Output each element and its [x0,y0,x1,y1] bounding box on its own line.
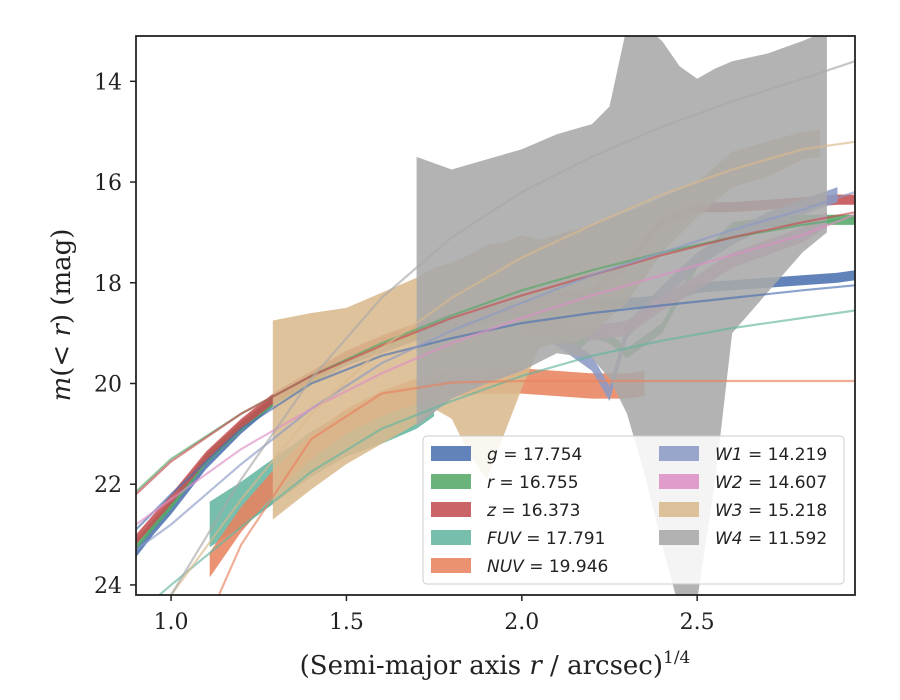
model-curve-fuv [157,309,855,595]
legend-label-w4: W4 = 11.592 [715,529,827,549]
legend-label-g: g = 17.754 [487,445,582,465]
y-tick-label: 22 [94,473,122,498]
model-curve-w3 [168,140,855,595]
x-tick-label: 2.5 [680,610,715,635]
legend-swatch-w4 [659,530,699,545]
model-curves [136,60,855,595]
model-curve-w2 [136,213,855,526]
legend-label-w1: W1 = 14.219 [715,445,827,465]
legend-frame [422,435,845,585]
legend-swatch-w2 [659,474,699,489]
y-tick-label: 20 [94,372,122,397]
y-tick-label: 24 [94,574,122,599]
legend-label-fuv: FUV = 17.791 [487,529,605,549]
x-tick-label: 1.0 [154,610,189,635]
band-w4 [416,36,827,595]
x-axis-ticks: 1.0 1.5 2.0 2.5 [154,595,715,635]
legend: g = 17.754 r = 16.755 z = 16.373 FUV = 17.7… [422,435,845,585]
legend-label-z: z = 16.373 [486,501,580,521]
uncertainty-bands [136,36,855,595]
band-nuv [209,368,645,578]
legend-swatch-fuv [431,530,471,545]
y-tick-label: 16 [94,171,122,196]
y-tick-label: 18 [94,272,122,297]
legend-label-r: r = 16.755 [487,473,579,493]
legend-swatch-r [431,474,471,489]
y-axis-label: m(< r) (mag) [47,229,77,402]
y-axis-ticks: 14 16 18 20 22 24 [94,70,136,599]
legend-label-w2: W2 = 14.607 [715,473,827,493]
legend-swatch-nuv [431,558,471,573]
legend-label-w3: W3 = 15.218 [715,501,827,521]
y-tick-label: 14 [94,70,122,95]
x-tick-label: 1.5 [329,610,364,635]
model-curve-nuv [217,379,855,595]
legend-swatch-z [431,502,471,517]
legend-swatch-w3 [659,502,699,517]
x-tick-label: 2.0 [504,610,539,635]
model-curve-w1 [136,191,855,551]
model-curve-w4 [169,60,855,595]
x-axis-label: (Semi-major axis r / arcsec)1/4 [300,648,691,681]
model-curve-z [136,211,855,496]
legend-swatch-g [431,446,471,461]
legend-label-nuv: NUV = 19.946 [487,557,608,577]
legend-swatch-w1 [659,446,699,461]
plot-frame [135,35,856,596]
